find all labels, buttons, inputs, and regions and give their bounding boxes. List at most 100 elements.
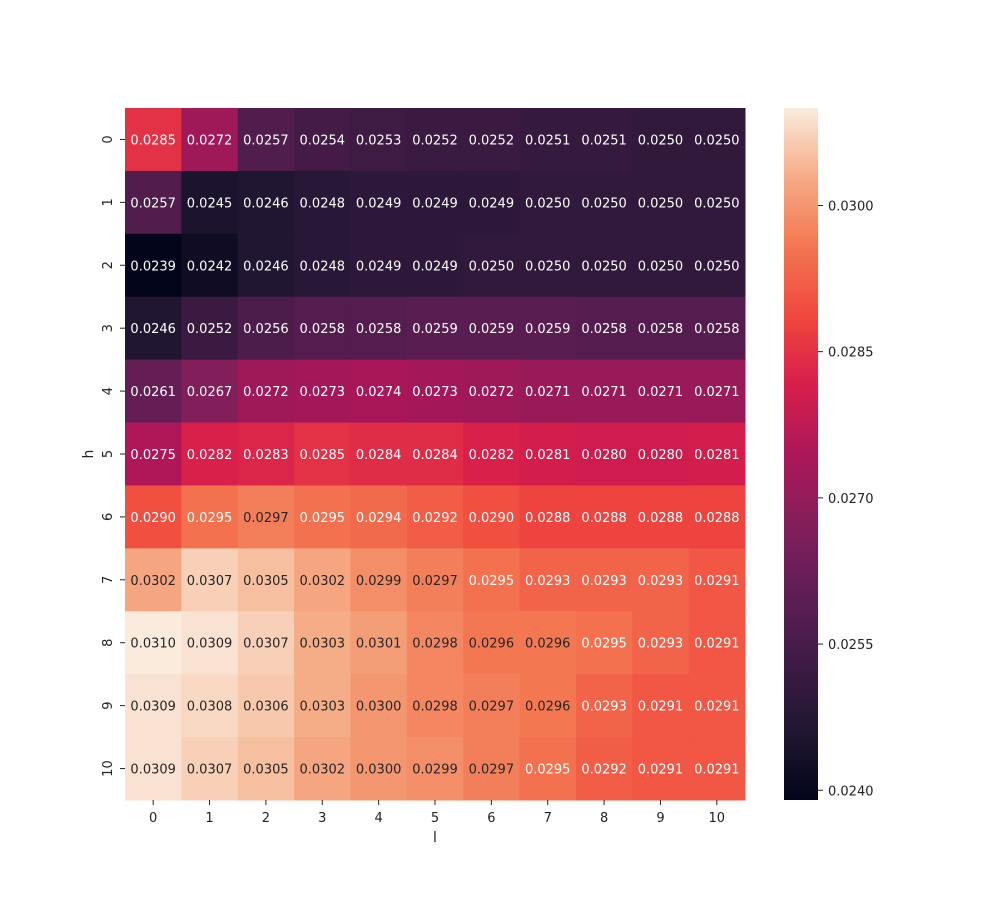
cell-value-label-r6-c7: 0.0288 xyxy=(525,511,571,526)
cell-value-label-r3-c10: 0.0258 xyxy=(694,322,740,337)
cell-value-label-r2-c9: 0.0250 xyxy=(638,259,684,274)
cell-value-label-r8-c3: 0.0303 xyxy=(300,637,346,652)
heatmap-cell-r10-c1 xyxy=(181,737,239,801)
cell-value-label-r5-c9: 0.0280 xyxy=(638,448,684,463)
heatmap-cell-r0-c1 xyxy=(181,108,239,172)
cell-value-label-r10-c9: 0.0291 xyxy=(638,763,684,778)
heatmap-cell-r10-c5 xyxy=(406,737,464,801)
x-tick-label-8: 8 xyxy=(600,811,608,826)
heatmap-cell-r7-c10 xyxy=(688,548,746,612)
heatmap-cell-r0-c0 xyxy=(125,108,182,172)
colorbar-tick-label-0.0240: 0.0240 xyxy=(828,784,874,799)
cell-value-label-r4-c7: 0.0271 xyxy=(525,385,571,400)
heatmap-cell-r5-c10 xyxy=(688,422,746,486)
cell-value-label-r1-c7: 0.0250 xyxy=(525,196,571,211)
heatmap-cell-r2-c5 xyxy=(406,233,464,298)
x-tick-label-10: 10 xyxy=(709,811,726,826)
cell-value-label-r5-c10: 0.0281 xyxy=(694,448,740,463)
cell-value-label-r8-c2: 0.0307 xyxy=(243,637,289,652)
cell-value-label-r3-c4: 0.0258 xyxy=(356,322,402,337)
heatmap-cell-r0-c8 xyxy=(575,108,633,172)
heatmap-cell-r6-c9 xyxy=(632,485,690,549)
heatmap-cell-r6-c8 xyxy=(575,485,633,549)
y-tick-label-2: 2 xyxy=(101,261,116,269)
cell-value-label-r3-c5: 0.0259 xyxy=(412,322,458,337)
heatmap-cell-r1-c2 xyxy=(237,170,295,235)
cell-value-label-r4-c1: 0.0267 xyxy=(187,385,233,400)
heatmap-cell-r8-c4 xyxy=(350,611,408,675)
heatmap-cell-r0-c5 xyxy=(406,108,464,172)
heatmap-cell-r4-c6 xyxy=(463,359,521,424)
heatmap-cell-r8-c9 xyxy=(632,611,690,675)
cell-value-label-r7-c0: 0.0302 xyxy=(130,574,176,589)
y-axis-label: h xyxy=(81,450,97,459)
y-tick-label-5: 5 xyxy=(101,450,116,458)
heatmap-cell-r1-c0 xyxy=(125,170,182,235)
cell-value-label-r1-c8: 0.0250 xyxy=(581,196,627,211)
cell-value-label-r1-c5: 0.0249 xyxy=(412,196,458,211)
heatmap-cell-r5-c1 xyxy=(181,422,239,486)
heatmap-cell-r3-c5 xyxy=(406,296,464,361)
cell-value-label-r4-c2: 0.0272 xyxy=(243,385,289,400)
cell-value-label-r4-c8: 0.0271 xyxy=(581,385,627,400)
heatmap-cell-r3-c1 xyxy=(181,296,239,361)
colorbar-tick-label-0.0255: 0.0255 xyxy=(828,638,874,653)
cell-value-label-r6-c3: 0.0295 xyxy=(300,511,346,526)
cell-value-label-r0-c6: 0.0252 xyxy=(469,133,515,148)
cell-value-label-r6-c10: 0.0288 xyxy=(694,511,740,526)
y-tick-label-10: 10 xyxy=(101,760,116,777)
cell-value-label-r10-c0: 0.0309 xyxy=(130,763,176,778)
cell-value-label-r8-c0: 0.0310 xyxy=(130,637,176,652)
cell-value-label-r1-c4: 0.0249 xyxy=(356,196,402,211)
cell-value-label-r6-c5: 0.0292 xyxy=(412,511,458,526)
cell-value-label-r4-c5: 0.0273 xyxy=(412,385,458,400)
heatmap-cell-r7-c6 xyxy=(463,548,521,612)
heatmap-cell-r9-c3 xyxy=(294,674,351,738)
heatmap-cell-r8-c0 xyxy=(125,611,182,675)
cell-value-label-r1-c9: 0.0250 xyxy=(638,196,684,211)
cell-value-label-r5-c7: 0.0281 xyxy=(525,448,571,463)
heatmap-cell-r2-c2 xyxy=(237,233,295,298)
heatmap-cell-r1-c8 xyxy=(575,170,633,235)
heatmap-cell-r4-c8 xyxy=(575,359,633,424)
cell-value-label-r7-c10: 0.0291 xyxy=(694,574,740,589)
cell-value-label-r6-c4: 0.0294 xyxy=(356,511,402,526)
cell-value-label-r2-c5: 0.0249 xyxy=(412,259,458,274)
heatmap-cell-r7-c3 xyxy=(294,548,351,612)
heatmap-cell-r7-c2 xyxy=(237,548,295,612)
cell-value-label-r6-c1: 0.0295 xyxy=(187,511,233,526)
cell-value-label-r10-c3: 0.0302 xyxy=(300,763,346,778)
cell-value-label-r6-c2: 0.0297 xyxy=(243,511,289,526)
heatmap-cell-r9-c8 xyxy=(575,674,633,738)
cell-value-label-r1-c0: 0.0257 xyxy=(130,196,176,211)
x-tick-label-3: 3 xyxy=(318,811,326,826)
heatmap-cell-r9-c9 xyxy=(632,674,690,738)
cell-value-label-r9-c10: 0.0291 xyxy=(694,700,740,715)
cell-value-label-r0-c10: 0.0250 xyxy=(694,133,740,148)
x-tick-label-5: 5 xyxy=(431,811,439,826)
heatmap-cell-r2-c9 xyxy=(632,233,690,298)
x-tick-label-9: 9 xyxy=(656,811,664,826)
cell-value-label-r3-c9: 0.0258 xyxy=(638,322,684,337)
cell-value-label-r8-c6: 0.0296 xyxy=(469,637,515,652)
heatmap-cell-r9-c10 xyxy=(688,674,746,738)
cell-value-label-r3-c8: 0.0258 xyxy=(581,322,627,337)
cell-value-label-r9-c9: 0.0291 xyxy=(638,700,684,715)
heatmap-cell-r3-c4 xyxy=(350,296,408,361)
heatmap-cell-r9-c0 xyxy=(125,674,182,738)
x-tick-label-0: 0 xyxy=(149,811,157,826)
heatmap-cell-r10-c10 xyxy=(688,737,746,801)
heatmap-cell-r8-c8 xyxy=(575,611,633,675)
heatmap-cell-r4-c9 xyxy=(632,359,690,424)
x-axis-ticks: 0 1 2 3 4 5 6 7 8 9 10 xyxy=(149,800,725,826)
cell-value-label-r4-c10: 0.0271 xyxy=(694,385,740,400)
heatmap-cell-r3-c6 xyxy=(463,296,521,361)
heatmap-cell-r6-c5 xyxy=(406,485,464,549)
cell-value-label-r9-c0: 0.0309 xyxy=(130,700,176,715)
heatmap-cell-r2-c1 xyxy=(181,233,239,298)
heatmap-cell-r2-c7 xyxy=(519,233,577,298)
cell-value-label-r9-c6: 0.0297 xyxy=(469,700,515,715)
heatmap-cell-r4-c4 xyxy=(350,359,408,424)
heatmap-cell-r0-c4 xyxy=(350,108,408,172)
heatmap-cell-r1-c4 xyxy=(350,170,408,235)
